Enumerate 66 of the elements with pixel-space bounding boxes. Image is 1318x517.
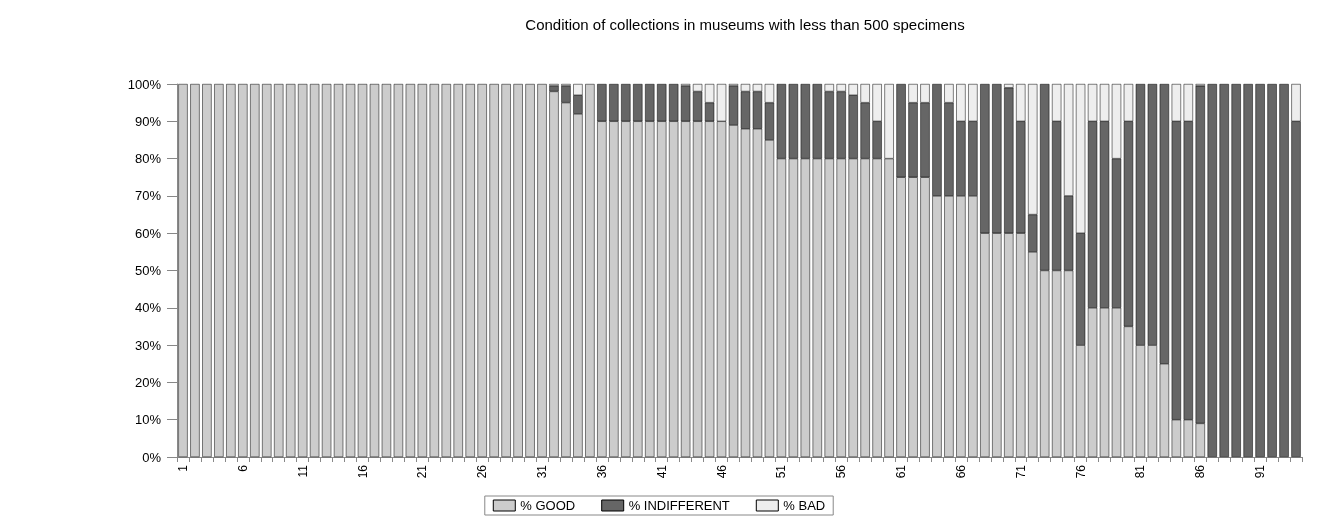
bar (489, 84, 499, 457)
x-tick-label: 81 (1133, 464, 1148, 479)
legend-label: % INDIFFERENT (628, 498, 730, 513)
bar (465, 84, 475, 457)
x-tick-label: 41 (654, 464, 669, 479)
bar (537, 84, 547, 457)
x-tick-label: 36 (594, 464, 609, 479)
bar (262, 84, 272, 457)
bar (238, 84, 248, 457)
x-tick-label: 21 (415, 464, 430, 479)
bar (441, 84, 451, 457)
y-tick-label: 70% (134, 188, 162, 204)
bar (298, 84, 308, 457)
y-tick-label: 60% (134, 225, 162, 241)
bar (1279, 84, 1289, 457)
bar (250, 84, 260, 457)
bar (1267, 84, 1277, 457)
bar (321, 84, 332, 457)
bar (417, 84, 428, 457)
y-tick-label: 0% (142, 449, 162, 465)
bar (513, 84, 523, 457)
y-tick-label: 80% (134, 151, 162, 167)
bar (1207, 84, 1217, 457)
x-tick-label: 61 (894, 464, 909, 479)
bar (202, 84, 212, 457)
x-tick-label: 91 (1253, 464, 1268, 479)
y-tick-label: 100% (127, 76, 162, 92)
x-tick-label: 16 (355, 464, 370, 479)
bar (226, 84, 236, 457)
bar (525, 84, 535, 457)
bar (429, 84, 439, 457)
y-tick-label: 10% (134, 412, 162, 428)
bar (1255, 84, 1265, 457)
legend-label: % BAD (783, 498, 826, 513)
x-tick-label: 51 (774, 464, 789, 479)
bar (453, 84, 463, 457)
bar (286, 84, 296, 457)
y-tick-label: 20% (134, 374, 162, 390)
x-tick-label: 1 (175, 464, 190, 472)
x-tick-label: 76 (1073, 464, 1088, 479)
chart-title: Condition of collections in museums with less than 500 specimens (525, 16, 965, 33)
x-tick-label: 71 (1013, 464, 1028, 479)
x-tick-label: 56 (834, 464, 849, 479)
bar (309, 84, 320, 457)
bar (214, 84, 224, 457)
legend-label: % GOOD (520, 498, 576, 513)
x-tick-label: 66 (953, 464, 968, 479)
bar (190, 84, 200, 457)
bar (501, 84, 511, 457)
bar (405, 84, 416, 457)
x-tick-label: 6 (235, 464, 250, 472)
bar (1231, 84, 1241, 457)
x-tick-label: 86 (1193, 464, 1208, 479)
x-tick-label: 11 (295, 464, 310, 478)
bar (274, 84, 284, 457)
y-tick-label: 90% (134, 113, 162, 129)
bar (1243, 84, 1253, 457)
y-tick-label: 40% (134, 300, 162, 316)
x-tick-label: 46 (714, 464, 729, 479)
bar (477, 84, 487, 457)
y-tick-label: 50% (134, 263, 162, 278)
x-tick-label: 31 (535, 464, 550, 479)
bar (1219, 84, 1229, 457)
x-tick-label: 26 (475, 464, 490, 479)
bar (585, 84, 595, 457)
y-tick-label: 30% (134, 337, 162, 353)
